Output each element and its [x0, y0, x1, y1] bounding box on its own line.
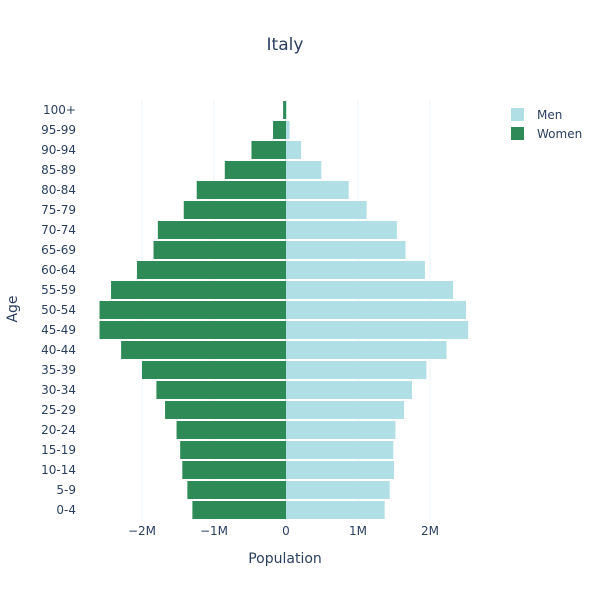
series-women [99, 101, 287, 519]
y-tick-label: 10-14 [41, 463, 76, 477]
bar-women-10-14[interactable] [182, 461, 286, 479]
y-tick-label: 70-74 [41, 223, 76, 237]
bar-women-95-99[interactable] [273, 121, 286, 139]
bar-men-65-69[interactable] [286, 241, 406, 259]
bar-women-0-4[interactable] [192, 501, 286, 519]
bar-women-30-34[interactable] [156, 381, 286, 399]
bar-women-50-54[interactable] [99, 301, 287, 319]
x-tick-label: −1M [200, 524, 228, 538]
bar-women-60-64[interactable] [136, 261, 286, 279]
y-tick-label: 35-39 [41, 363, 76, 377]
bar-women-75-79[interactable] [183, 201, 286, 219]
bar-men-75-79[interactable] [286, 201, 367, 219]
y-tick-label: 25-29 [41, 403, 76, 417]
bar-men-70-74[interactable] [286, 221, 397, 239]
y-tick-label: 15-19 [41, 443, 76, 457]
bar-women-5-9[interactable] [187, 481, 286, 499]
legend-label: Women [537, 127, 582, 141]
bar-men-80-84[interactable] [286, 181, 349, 199]
y-tick-label: 65-69 [41, 243, 76, 257]
bar-men-85-89[interactable] [286, 161, 322, 179]
bar-men-5-9[interactable] [286, 481, 390, 499]
y-tick-label: 55-59 [41, 283, 76, 297]
bar-men-30-34[interactable] [286, 381, 412, 399]
y-axis-ticks: 0-4 5-9 10-14 15-19 20-24 25-29 30-34 35-39 40-4… [41, 103, 76, 517]
x-tick-label: 0 [282, 524, 290, 538]
y-tick-label: 60-64 [41, 263, 76, 277]
y-tick-label: 20-24 [41, 423, 76, 437]
bar-men-20-24[interactable] [286, 421, 396, 439]
legend-label: Men [537, 108, 562, 122]
bar-men-35-39[interactable] [286, 361, 427, 379]
chart-title: Italy [267, 35, 304, 55]
series-men [286, 101, 469, 519]
bar-women-70-74[interactable] [157, 221, 286, 239]
x-tick-label: −2M [128, 524, 156, 538]
bar-men-95-99[interactable] [286, 121, 290, 139]
legend-item-women[interactable]: Women [511, 127, 582, 141]
bar-women-20-24[interactable] [176, 421, 286, 439]
bar-men-45-49[interactable] [286, 321, 469, 339]
bar-women-40-44[interactable] [121, 341, 287, 359]
bar-men-10-14[interactable] [286, 461, 394, 479]
x-tick-label: 2M [421, 524, 439, 538]
bar-men-60-64[interactable] [286, 261, 425, 279]
bar-men-40-44[interactable] [286, 341, 447, 359]
bar-men-55-59[interactable] [286, 281, 454, 299]
y-tick-label: 30-34 [41, 383, 76, 397]
y-tick-label: 100+ [43, 103, 76, 117]
y-tick-label: 45-49 [41, 323, 76, 337]
bar-men-90-94[interactable] [286, 141, 302, 159]
legend-swatch [511, 127, 524, 140]
x-tick-label: 1M [349, 524, 367, 538]
bar-women-100+[interactable] [283, 101, 286, 119]
bar-women-80-84[interactable] [196, 181, 286, 199]
y-tick-label: 80-84 [41, 183, 76, 197]
bar-men-100+[interactable] [286, 101, 287, 119]
legend-item-men[interactable]: Men [511, 108, 562, 122]
bar-men-0-4[interactable] [286, 501, 385, 519]
bar-men-15-19[interactable] [286, 441, 394, 459]
bar-men-25-29[interactable] [286, 401, 405, 419]
bars [99, 101, 469, 519]
bar-women-85-89[interactable] [224, 161, 286, 179]
y-tick-label: 40-44 [41, 343, 76, 357]
y-tick-label: 0-4 [56, 503, 76, 517]
y-tick-label: 95-99 [41, 123, 76, 137]
y-tick-label: 50-54 [41, 303, 76, 317]
legend-swatch [511, 108, 524, 121]
bar-women-65-69[interactable] [153, 241, 286, 259]
y-tick-label: 90-94 [41, 143, 76, 157]
bar-women-45-49[interactable] [99, 321, 287, 339]
legend[interactable]: Men Women [511, 108, 582, 141]
y-axis-title: Age [5, 295, 21, 322]
bar-women-90-94[interactable] [251, 141, 286, 159]
x-axis-title: Population [248, 551, 322, 567]
bar-women-55-59[interactable] [111, 281, 286, 299]
bar-women-25-29[interactable] [165, 401, 286, 419]
y-tick-label: 5-9 [56, 483, 76, 497]
y-tick-label: 75-79 [41, 203, 76, 217]
bar-men-50-54[interactable] [286, 301, 466, 319]
y-tick-label: 85-89 [41, 163, 76, 177]
x-axis-ticks: −2M −1M 0 1M 2M [128, 524, 439, 538]
bar-women-35-39[interactable] [142, 361, 286, 379]
bar-women-15-19[interactable] [180, 441, 286, 459]
